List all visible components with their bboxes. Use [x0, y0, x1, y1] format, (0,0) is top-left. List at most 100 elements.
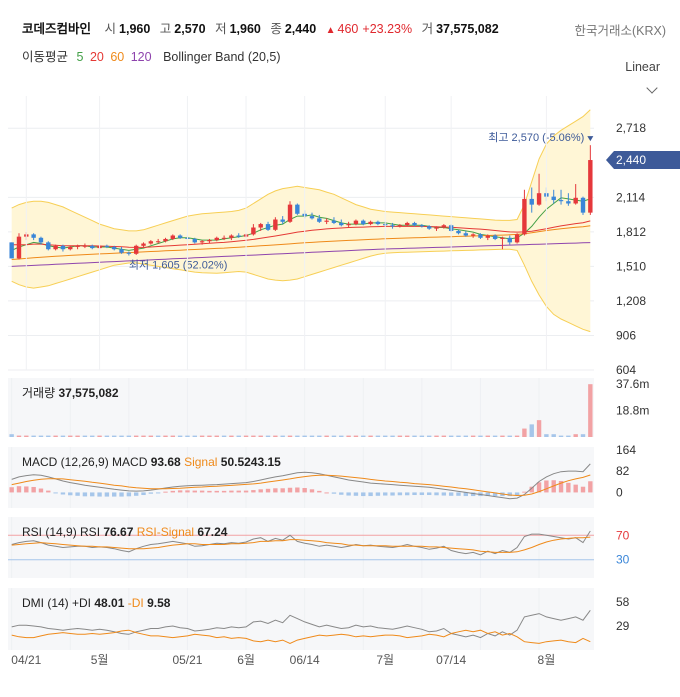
- x-axis-tick: 8월: [538, 653, 556, 667]
- macd-histogram-bar: [229, 490, 234, 493]
- ma-label: 이동평균: [22, 50, 69, 64]
- macd-histogram-bar: [68, 492, 73, 496]
- macd-histogram-bar: [16, 486, 22, 493]
- macd-histogram-bar: [287, 487, 293, 493]
- bollinger-band-fill: [11, 109, 591, 332]
- volume-bar: [192, 435, 197, 437]
- macd-histogram-bar: [185, 490, 190, 493]
- macd-histogram-bar: [126, 492, 132, 497]
- x-axis-tick: 5월: [91, 653, 109, 667]
- volume-bar: [221, 435, 227, 437]
- rsi-axis-tick: 30: [616, 553, 630, 567]
- volume-bar: [148, 435, 154, 437]
- last-price-label: 2,440: [616, 153, 646, 167]
- macd-histogram-bar: [470, 492, 476, 497]
- scale-selector[interactable]: Linear: [625, 60, 660, 74]
- dmi-title: DMI (14) +DI 48.01 -DI 9.58: [22, 596, 171, 610]
- low-label: 저: [215, 22, 227, 36]
- candle-body: [287, 204, 293, 222]
- candle-body: [16, 236, 22, 259]
- macd-histogram-bar: [258, 489, 263, 493]
- volume-bar: [68, 435, 73, 437]
- macd-histogram-bar: [280, 488, 285, 493]
- price-axis-tick: 1,510: [616, 259, 646, 273]
- volume-bar: [31, 435, 36, 437]
- volume-bar: [236, 435, 241, 437]
- candle-body: [456, 230, 461, 234]
- volume-bar: [199, 435, 205, 437]
- volume-bar: [207, 435, 212, 437]
- candle-body: [573, 197, 578, 204]
- candle-body: [53, 245, 58, 250]
- volume-bar: [302, 435, 307, 437]
- candle-body: [317, 218, 322, 222]
- volume-bar: [566, 435, 571, 437]
- macd-histogram-bar: [155, 492, 161, 494]
- volume-bar: [412, 435, 417, 437]
- volume-bar: [75, 435, 80, 437]
- open-value: 1,960: [119, 22, 151, 36]
- rsi-value: 76.67: [103, 525, 133, 539]
- candle-body: [133, 245, 139, 254]
- macd-histogram-bar: [90, 492, 95, 497]
- macd-histogram-bar: [390, 492, 395, 496]
- volume-bar: [287, 435, 293, 437]
- candle-body: [126, 252, 132, 254]
- macd-histogram-bar: [163, 491, 168, 493]
- macd-histogram-bar: [448, 492, 454, 496]
- rsi-axis-tick: 70: [616, 528, 630, 542]
- candle-body: [514, 234, 520, 243]
- bollinger-upper-line: [11, 109, 591, 232]
- ma-5: 5: [76, 50, 84, 64]
- candle-body: [9, 242, 14, 259]
- indicator-legend[interactable]: 이동평균 5 20 60 120 Bollinger Band (20,5): [22, 46, 286, 65]
- candle-body: [390, 225, 395, 227]
- macd-histogram-bar: [507, 492, 512, 497]
- macd-histogram-bar: [207, 490, 212, 493]
- volume-bar: [361, 435, 366, 437]
- macd-value: 93.68: [151, 455, 181, 469]
- candle-body: [148, 241, 154, 244]
- macd-line: [11, 463, 591, 500]
- rsi-signal-value: 67.24: [197, 525, 227, 539]
- macd-histogram-bar: [434, 492, 439, 496]
- volume-bar: [346, 435, 351, 437]
- candle-body: [478, 234, 483, 238]
- candle-body: [229, 235, 234, 238]
- minus-di-value: 9.58: [147, 596, 171, 610]
- macd-histogram-bar: [412, 492, 417, 496]
- volume-bar: [141, 435, 146, 437]
- candle-body: [558, 200, 564, 202]
- x-axis-tick: 04/21: [11, 653, 41, 667]
- volume-bar: [441, 435, 447, 437]
- x-axis-tick: 6월: [237, 653, 255, 667]
- volume-bar: [295, 435, 300, 437]
- candle-body: [251, 227, 256, 235]
- volume-bar: [551, 434, 556, 437]
- macd-histogram-bar: [353, 492, 359, 496]
- last-price-badge: [606, 151, 680, 170]
- candle-body: [141, 243, 146, 246]
- candle-body: [214, 237, 219, 241]
- candle-body: [295, 204, 300, 214]
- macd-histogram-bar: [221, 490, 227, 493]
- ma-120-line: [11, 242, 591, 267]
- candle-body: [46, 242, 51, 250]
- candle-body: [68, 246, 73, 250]
- volume-bar: [529, 424, 534, 437]
- candle-body: [353, 220, 359, 225]
- macd-histogram-bar: [346, 492, 351, 496]
- candle-body: [405, 222, 410, 226]
- candle-body: [60, 245, 66, 250]
- macd-histogram-bar: [580, 486, 586, 493]
- macd-histogram-bar: [133, 492, 139, 496]
- volume-axis-tick: 18.8m: [616, 404, 649, 418]
- volume-bar: [456, 435, 461, 437]
- volume-bar: [133, 435, 139, 437]
- macd-histogram-bar: [265, 488, 271, 493]
- volume-bar: [426, 435, 432, 437]
- volume-bar: [177, 435, 183, 437]
- macd-histogram-bar: [273, 488, 278, 493]
- macd-title: MACD (12,26,9) MACD 93.68 Signal 50.5243…: [22, 455, 281, 469]
